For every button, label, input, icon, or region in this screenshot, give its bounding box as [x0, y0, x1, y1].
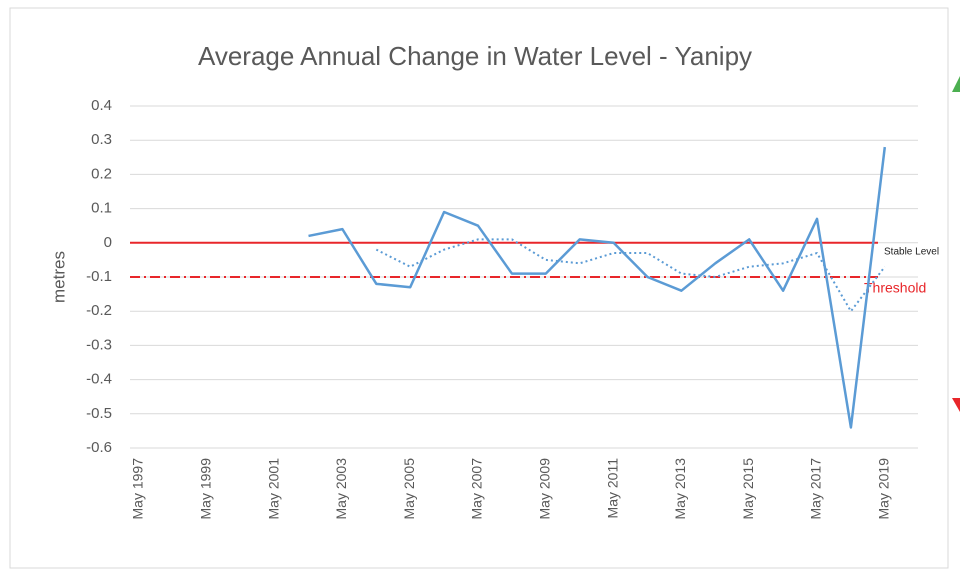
reference-label: Threshold — [864, 280, 926, 296]
y-tick-label: -0.2 — [86, 302, 112, 319]
y-tick-label: -0.1 — [86, 268, 112, 285]
data-line — [308, 146, 887, 429]
x-tick-label: May 2013 — [672, 458, 688, 520]
x-tick-label: May 2009 — [537, 458, 553, 520]
x-tick-label: May 2019 — [876, 458, 892, 520]
y-axis-label: metres — [49, 251, 68, 303]
x-tick-label: May 2007 — [469, 458, 485, 520]
x-tick-label: May 2005 — [401, 458, 417, 520]
y-tick-label: -0.3 — [86, 336, 112, 353]
down-arrow — [952, 398, 960, 412]
y-tick-label: -0.6 — [86, 439, 112, 456]
y-tick-label: 0.2 — [91, 165, 112, 182]
x-tick-label: May 2001 — [265, 458, 281, 520]
x-tick-label: May 1999 — [198, 458, 214, 520]
data-line — [375, 238, 886, 313]
x-tick-label: May 1997 — [130, 458, 146, 520]
y-tick-label: 0 — [104, 234, 112, 251]
x-tick-label: May 2003 — [333, 458, 349, 520]
chart-title: Average Annual Change in Water Level - Y… — [198, 41, 752, 71]
x-tick-label: May 2011 — [604, 458, 620, 519]
y-tick-label: 0.3 — [91, 131, 112, 148]
y-tick-label: -0.5 — [86, 405, 112, 422]
x-tick-label: May 2017 — [808, 458, 824, 520]
y-tick-label: 0.1 — [91, 200, 112, 217]
y-tick-label: -0.4 — [86, 371, 112, 388]
up-arrow — [952, 76, 960, 92]
y-tick-label: 0.4 — [91, 97, 112, 114]
reference-label: Stable Level — [884, 246, 939, 257]
chart-frame — [9, 7, 949, 569]
x-tick-label: May 2015 — [740, 458, 756, 520]
